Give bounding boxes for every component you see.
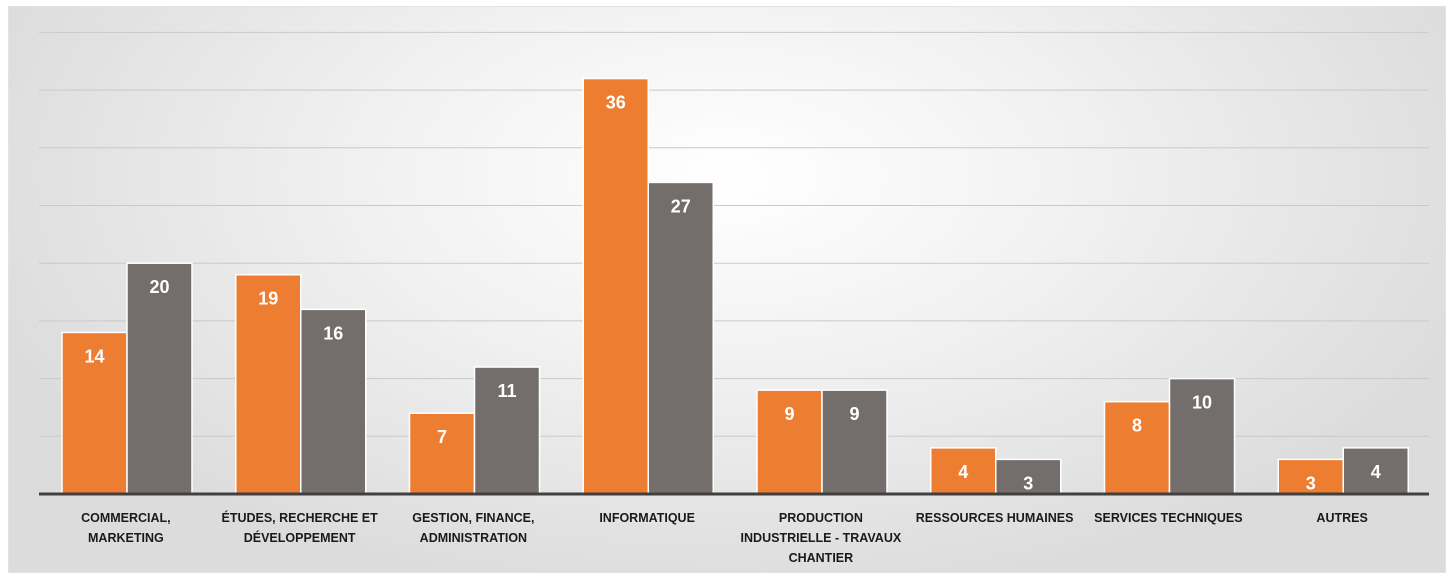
category-label: PRODUCTION INDUSTRIELLE - TRAVAUX CHANTIER (741, 511, 902, 565)
data-label: 10 (1192, 393, 1212, 413)
bar (300, 308, 367, 495)
data-label: 9 (849, 404, 859, 424)
bar (647, 181, 714, 495)
bar-chart: 14 20 19 16 7 11 36 27 9 9 4 3 8 10 3 4 COMMERCIAL, MARK… (39, 31, 1429, 565)
data-label: 4 (958, 462, 968, 482)
bar (1168, 377, 1236, 495)
category-label-line: INDUSTRIELLE - TRAVAUX (741, 531, 902, 545)
category-label-line: DÉVELOPPEMENT (244, 530, 356, 545)
category-label-line: PRODUCTION (779, 511, 863, 525)
bar (1277, 458, 1344, 495)
bar (61, 331, 128, 495)
category-label-line: INFORMATIQUE (599, 511, 695, 525)
data-label: 20 (149, 277, 169, 297)
bar (408, 412, 476, 495)
data-label: 7 (437, 427, 447, 447)
category-label-line: ADMINISTRATION (420, 531, 527, 545)
data-label: 16 (323, 323, 343, 343)
data-label: 19 (258, 289, 278, 309)
category-label-line: GESTION, FINANCE, (412, 511, 534, 525)
bar (995, 458, 1062, 495)
category-label: INFORMATIQUE (599, 511, 695, 525)
bar (473, 366, 541, 495)
bar (126, 262, 193, 495)
category-label: AUTRES (1316, 511, 1367, 525)
data-label: 4 (1371, 462, 1381, 482)
data-label: 3 (1023, 473, 1033, 493)
category-label-line: MARKETING (88, 531, 164, 545)
data-label: 3 (1306, 473, 1316, 493)
category-label-line: AUTRES (1316, 511, 1367, 525)
bar (582, 77, 649, 495)
category-label: COMMERCIAL, MARKETING (81, 511, 171, 545)
data-label: 9 (784, 404, 794, 424)
category-label: SERVICES TECHNIQUES (1094, 511, 1242, 525)
category-labels: COMMERCIAL, MARKETING ÉTUDES, RECHERCHE ET… (81, 510, 1368, 565)
category-label-line: SERVICES TECHNIQUES (1094, 511, 1242, 525)
category-label-line: ÉTUDES, RECHERCHE ET (221, 510, 378, 525)
category-label: GESTION, FINANCE, ADMINISTRATION (412, 511, 534, 545)
category-label-line: RESSOURCES HUMAINES (916, 511, 1074, 525)
bar (930, 447, 997, 495)
chart-area: 14 20 19 16 7 11 36 27 9 9 4 3 8 10 3 4 COMMERCIAL, MARK… (8, 6, 1446, 573)
data-label: 36 (606, 93, 626, 113)
category-label: RESSOURCES HUMAINES (916, 511, 1074, 525)
data-label: 11 (497, 381, 516, 401)
category-label-line: COMMERCIAL, (81, 511, 171, 525)
category-label: ÉTUDES, RECHERCHE ET DÉVELOPPEMENT (221, 510, 378, 545)
data-label: 8 (1132, 416, 1142, 436)
bars: 14 20 19 16 7 11 36 27 9 9 4 3 8 10 3 4 (61, 77, 1409, 495)
bar (821, 389, 888, 495)
data-label: 27 (671, 196, 691, 216)
bar (235, 273, 302, 495)
data-label: 14 (84, 346, 104, 366)
category-label-line: CHANTIER (789, 551, 854, 565)
